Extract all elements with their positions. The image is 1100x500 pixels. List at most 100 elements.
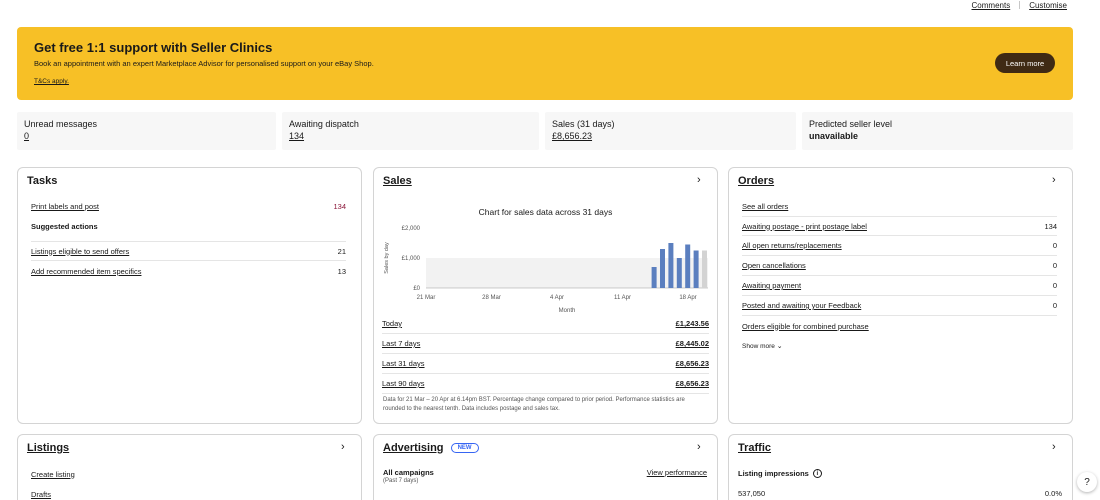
- order-count: 134: [1044, 221, 1057, 231]
- sales-card: Sales › Chart for sales data across 31 d…: [373, 167, 718, 424]
- y-axis-title: Sales by day: [384, 242, 390, 274]
- order-status-link[interactable]: Orders eligible for combined purchase: [742, 321, 869, 331]
- see-all-orders-link[interactable]: See all orders: [742, 201, 789, 211]
- x-tick-label: 4 Apr: [550, 295, 564, 301]
- order-row: Orders eligible for combined purchase: [742, 316, 1057, 336]
- info-icon[interactable]: i: [812, 469, 822, 478]
- chevron-right-icon[interactable]: ›: [697, 441, 701, 453]
- traffic-title-link[interactable]: Traffic: [738, 442, 772, 454]
- stat-awaiting-dispatch: Awaiting dispatch 134: [282, 112, 539, 150]
- stat-label: Unread messages: [24, 119, 98, 129]
- impressions-value: 537,050: [738, 489, 766, 498]
- order-count: 0: [1052, 301, 1057, 310]
- chart-bar: [685, 244, 691, 288]
- chart-bar: [702, 250, 707, 288]
- chevron-right-icon[interactable]: ›: [1052, 174, 1056, 186]
- sales-row: Last 90 days £8,656.23: [382, 374, 709, 394]
- sales-amount[interactable]: £8,445.02: [675, 339, 709, 348]
- create-listing-link[interactable]: Create listing: [31, 469, 75, 479]
- x-axis-title: Month: [559, 308, 576, 314]
- chart-bar: [660, 249, 665, 288]
- y-tick-label: £0: [413, 286, 420, 292]
- drafts-link[interactable]: Drafts: [31, 489, 52, 499]
- banner-description: Book an appointment with an expert Marke…: [34, 59, 374, 68]
- sales-amount[interactable]: £8,656.23: [675, 359, 709, 368]
- order-status-link[interactable]: Open cancellations: [742, 261, 806, 270]
- tc-link[interactable]: T&Cs apply.: [34, 78, 69, 85]
- impressions-heading: Listing impressions i: [738, 469, 822, 478]
- listings-title-link[interactable]: Listings: [27, 442, 70, 454]
- suggested-actions-heading: Suggested actions: [31, 222, 98, 231]
- order-status-link[interactable]: Awaiting payment: [742, 281, 802, 290]
- chart-bar: [651, 267, 657, 288]
- customise-link[interactable]: Customise: [1029, 0, 1067, 10]
- sales-row: Last 31 days £8,656.23: [382, 354, 709, 374]
- stat-label: Predicted seller level: [809, 119, 893, 129]
- x-tick-label: 28 Mar: [482, 295, 501, 301]
- x-tick-label: 18 Apr: [679, 295, 696, 301]
- new-badge: NEW: [450, 443, 479, 454]
- stat-value-link[interactable]: 134: [289, 131, 305, 141]
- order-row: Posted and awaiting your Feedback 0: [742, 296, 1057, 316]
- order-row: Awaiting payment 0: [742, 276, 1057, 296]
- item-specifics-link[interactable]: Add recommended item specifics: [31, 266, 142, 276]
- sales-row: Last 7 days £8,445.02: [382, 334, 709, 354]
- stat-label: Sales (31 days): [552, 119, 615, 129]
- help-button[interactable]: ?: [1077, 472, 1097, 492]
- x-tick-label: 11 Apr: [614, 295, 631, 301]
- chevron-right-icon[interactable]: ›: [1052, 441, 1056, 453]
- sales-period-link[interactable]: Last 90 days: [382, 379, 425, 388]
- order-row: All open returns/replacements 0: [742, 236, 1057, 256]
- tasks-title: Tasks: [27, 175, 58, 187]
- print-labels-link[interactable]: Print labels and post: [31, 201, 99, 211]
- order-count: 0: [1052, 261, 1057, 270]
- stat-predicted-seller-level: Predicted seller level unavailable: [802, 112, 1073, 150]
- divider: [1019, 1, 1021, 9]
- task-count: 21: [337, 246, 346, 256]
- show-more-label: Show more: [742, 343, 775, 350]
- advertising-card: Advertising NEW › All campaigns (Past 7 …: [373, 434, 718, 500]
- chevron-right-icon[interactable]: ›: [341, 441, 345, 453]
- view-performance-link[interactable]: View performance: [646, 468, 707, 477]
- task-row: Add recommended item specifics 13: [31, 261, 346, 281]
- stat-label: Awaiting dispatch: [289, 119, 359, 129]
- order-status-link[interactable]: Awaiting postage - print postage label: [742, 221, 867, 231]
- show-more-button[interactable]: Show more ⌄: [742, 342, 783, 350]
- advertising-title-link[interactable]: Advertising: [383, 442, 444, 454]
- header-links: Comments Customise: [972, 0, 1067, 10]
- task-count: 13: [337, 266, 346, 276]
- order-status-link[interactable]: All open returns/replacements: [742, 241, 842, 250]
- y-tick-label: £2,000: [402, 226, 421, 232]
- stat-value-link[interactable]: £8,656.23: [552, 131, 593, 141]
- chevron-down-icon: ⌄: [776, 343, 783, 350]
- comments-link[interactable]: Comments: [971, 0, 1011, 10]
- chevron-right-icon[interactable]: ›: [697, 174, 701, 186]
- task-row: Listings eligible to send offers 21: [31, 241, 346, 261]
- orders-card: Orders › See all orders Awaiting postage…: [728, 167, 1073, 424]
- sales-row: Today £1,243.56: [382, 314, 709, 334]
- chart-title: Chart for sales data across 31 days: [478, 207, 613, 217]
- listing-row: Create listing: [31, 464, 346, 484]
- all-campaigns-label: All campaigns: [383, 468, 434, 477]
- listing-row: Drafts: [31, 484, 346, 500]
- send-offers-link[interactable]: Listings eligible to send offers: [31, 246, 130, 256]
- sales-footnote: Data for 21 Mar – 20 Apr at 6.14pm BST. …: [383, 397, 685, 412]
- order-count: 0: [1052, 241, 1057, 250]
- learn-more-button[interactable]: Learn more: [995, 53, 1055, 73]
- impressions-change: 0.0%: [1044, 489, 1062, 498]
- sales-amount[interactable]: £8,656.23: [675, 379, 709, 388]
- orders-title-link[interactable]: Orders: [738, 175, 775, 187]
- sales-period-link[interactable]: Today: [382, 319, 403, 328]
- stat-value-link[interactable]: 0: [24, 131, 30, 141]
- sales-period-link[interactable]: Last 7 days: [382, 339, 421, 348]
- sales-title-link[interactable]: Sales: [383, 175, 412, 187]
- order-count: 0: [1052, 281, 1057, 290]
- stat-value: unavailable: [809, 131, 859, 141]
- stat-unread-messages: Unread messages 0: [17, 112, 276, 150]
- order-status-link[interactable]: Posted and awaiting your Feedback: [742, 301, 862, 310]
- sales-period-link[interactable]: Last 31 days: [382, 359, 425, 368]
- chart-bar: [668, 243, 674, 288]
- sales-amount[interactable]: £1,243.56: [675, 319, 709, 328]
- impressions-label: Listing impressions: [738, 469, 809, 478]
- period-label: (Past 7 days): [383, 478, 419, 484]
